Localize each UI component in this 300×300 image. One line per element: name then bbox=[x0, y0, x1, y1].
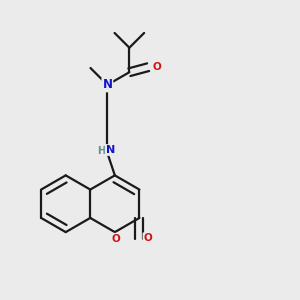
Text: O: O bbox=[152, 62, 161, 72]
Text: N: N bbox=[106, 145, 115, 155]
Text: H: H bbox=[97, 146, 105, 156]
Text: O: O bbox=[111, 234, 120, 244]
Text: N: N bbox=[102, 78, 112, 92]
Text: O: O bbox=[143, 233, 152, 243]
